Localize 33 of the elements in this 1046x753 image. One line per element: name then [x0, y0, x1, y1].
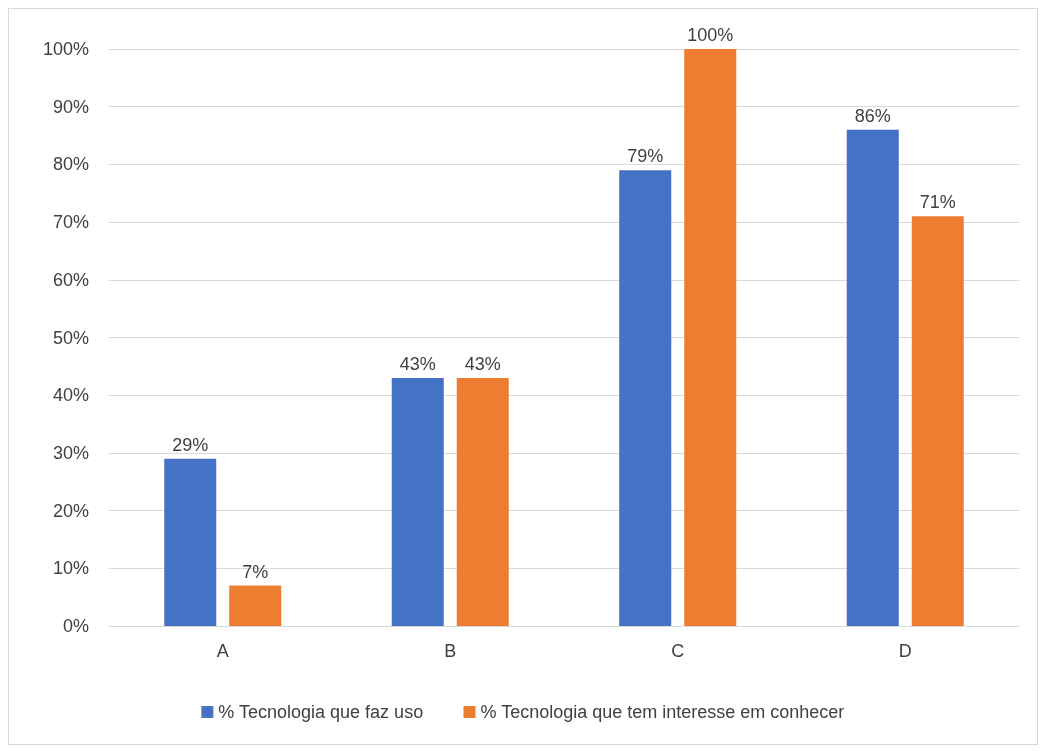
bar — [391, 377, 444, 626]
bar — [456, 377, 509, 626]
y-tick-label: 0% — [62, 616, 89, 636]
x-tick-label: C — [671, 641, 685, 661]
bar — [911, 216, 964, 626]
y-tick-label: 20% — [52, 500, 89, 521]
bar — [619, 170, 672, 626]
data-label: 71% — [919, 192, 956, 213]
legend-label: % Tecnologia que tem interesse em conhecer — [480, 702, 845, 722]
y-tick-label: 60% — [52, 269, 89, 290]
x-tick-label: D — [898, 641, 912, 661]
y-tick-label: 100% — [42, 39, 89, 59]
y-tick-label: 10% — [52, 558, 89, 579]
data-label: 7% — [242, 561, 269, 582]
data-label: 29% — [172, 434, 209, 455]
data-label: 43% — [399, 353, 436, 374]
x-tick-label: A — [216, 641, 229, 661]
data-label: 79% — [627, 146, 664, 167]
data-label: 86% — [854, 105, 891, 126]
data-label: 43% — [464, 353, 501, 374]
x-tick-label: B — [444, 641, 457, 661]
bar — [164, 458, 217, 626]
bar — [229, 585, 282, 626]
y-tick-label: 70% — [52, 212, 89, 233]
y-tick-label: 90% — [52, 96, 89, 117]
y-tick-label: 30% — [52, 442, 89, 463]
bar — [846, 129, 899, 626]
y-tick-label: 40% — [52, 385, 89, 406]
y-tick-label: 80% — [52, 154, 89, 175]
bar — [684, 49, 737, 626]
data-label: 100% — [687, 25, 734, 45]
legend-label: % Tecnologia que faz uso — [218, 702, 424, 722]
y-tick-label: 50% — [52, 327, 89, 348]
